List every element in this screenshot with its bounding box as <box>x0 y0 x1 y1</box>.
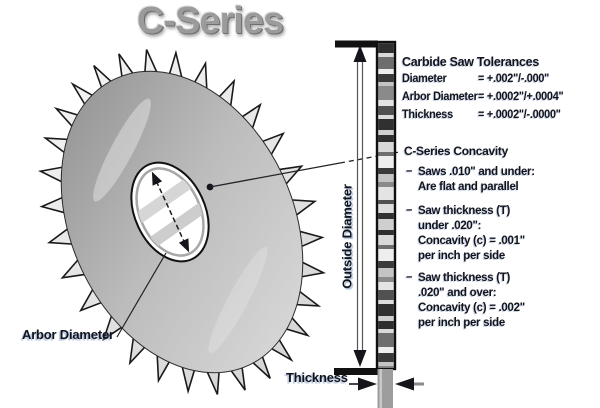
concavity-leader-dashed <box>339 150 403 164</box>
page-title: C-Series <box>136 0 284 42</box>
thickness-label: Thickness <box>286 370 348 385</box>
tolerances-block: Carbide Saw Tolerances Diameter = +.002"… <box>402 54 598 121</box>
saw-blade-side-view <box>375 40 397 408</box>
tolerance-value: = +.0002"/+.0004" <box>478 91 564 103</box>
arbor-diameter-arrow <box>151 171 190 253</box>
bullet-dash: – <box>406 204 413 216</box>
concavity-bullet: – Saws .010" and under: Are flat and par… <box>404 165 594 195</box>
bullet-line: Saw thickness (T) <box>418 272 511 284</box>
arbor-leader-line <box>116 252 167 338</box>
tolerance-row: Thickness = +.0002"/-.0000" <box>402 109 598 127</box>
tolerance-value: = +.002"/-.000" <box>478 73 550 85</box>
blade-highlight-2 <box>208 246 268 354</box>
tolerance-label: Diameter <box>402 73 447 85</box>
bullet-line: Saws .010" and under: <box>418 166 535 178</box>
bullet-line: Are flat and parallel <box>418 181 519 193</box>
concavity-heading: C-Series Concavity <box>404 144 508 158</box>
bullet-dash: – <box>406 165 413 177</box>
tolerance-row: Arbor Diameter = +.0002"/+.0004" <box>402 91 598 109</box>
arbor-diameter-label: Arbor Diameter <box>22 327 114 342</box>
saw-blade-front-view <box>37 49 403 395</box>
concavity-bullet: – Saw thickness (T) .020" and over: Conc… <box>404 271 594 331</box>
concavity-bullet: – Saw thickness (T) under .020": Concavi… <box>404 204 594 264</box>
bullet-line: under .020": <box>418 220 482 232</box>
outside-diameter-dimension <box>334 40 381 375</box>
thickness-dimension <box>349 377 424 391</box>
tolerance-value: = +.0002"/-.0000" <box>478 109 561 121</box>
bullet-line: Concavity (c) = .002" <box>418 302 525 314</box>
concavity-leader-solid <box>209 162 341 188</box>
bullet-dash: – <box>406 271 413 283</box>
tolerance-label: Thickness <box>402 109 453 121</box>
bullet-line: per inch per side <box>418 250 505 262</box>
concavity-block: C-Series Concavity – Saws .010" and unde… <box>404 144 594 331</box>
bullet-line: .020" and over: <box>418 287 497 299</box>
tolerance-row: Diameter = +.002"/-.000" <box>402 73 598 91</box>
arbor-hole <box>123 161 217 263</box>
tolerances-rows: Diameter = +.002"/-.000" Arbor Diameter … <box>402 73 598 127</box>
bullet-line: Concavity (c) = .001" <box>418 235 525 247</box>
tolerance-label: Arbor Diameter <box>402 91 478 103</box>
bullet-line: Saw thickness (T) <box>418 205 511 217</box>
blade-highlight <box>93 98 151 202</box>
outside-diameter-label: Outside Diameter <box>339 184 355 289</box>
bullet-line: per inch per side <box>418 317 505 329</box>
tolerances-heading: Carbide Saw Tolerances <box>402 55 539 69</box>
